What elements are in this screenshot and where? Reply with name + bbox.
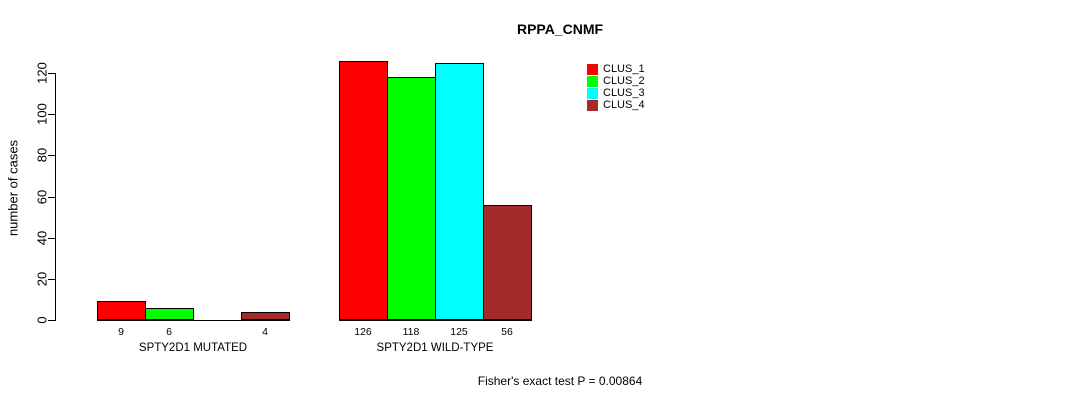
group-label-mutated: SPTY2D1 MUTATED <box>138 342 248 354</box>
legend-swatch-clus_2 <box>587 75 598 87</box>
legend-item-clus_2: CLUS_2 <box>587 75 645 87</box>
y-axis-line <box>55 73 56 321</box>
bar-value-label: 9 <box>118 326 124 338</box>
bar-clus_1-group0 <box>97 301 146 320</box>
bar-clus_1-group1 <box>339 60 388 320</box>
legend-label: CLUS_2 <box>603 74 645 87</box>
y-tick <box>48 155 55 157</box>
bar-clus_3-group1 <box>435 62 484 320</box>
bar-value-label: 125 <box>450 326 468 338</box>
y-tick-label: 120 <box>34 62 50 84</box>
bar-clus_4-group1 <box>483 204 532 320</box>
y-tick <box>48 278 55 280</box>
group-label-wild-type: SPTY2D1 WILD-TYPE <box>376 342 494 354</box>
y-tick-label: 0 <box>34 316 50 324</box>
group-baseline <box>97 320 290 321</box>
bar-value-label: 56 <box>501 326 513 338</box>
y-tick <box>48 73 55 74</box>
y-axis-label: number of cases <box>5 139 21 237</box>
legend-item-clus_1: CLUS_1 <box>587 63 645 75</box>
y-tick-label: 20 <box>34 271 50 287</box>
legend-swatch-clus_3 <box>587 88 598 100</box>
y-tick <box>48 320 55 321</box>
legend-label: CLUS_4 <box>603 99 645 112</box>
group-baseline <box>339 320 532 321</box>
y-tick-label: 100 <box>34 103 50 126</box>
chart-title: RPPA_CNMF <box>516 21 604 37</box>
y-tick <box>48 114 55 116</box>
legend-swatch-clus_4 <box>587 100 598 112</box>
y-tick <box>48 196 55 198</box>
bar-value-label: 126 <box>354 326 372 338</box>
bar-value-label: 118 <box>402 326 420 338</box>
fisher-test-note: Fisher's exact test P = 0.00864 <box>477 374 643 388</box>
y-tick <box>48 237 55 239</box>
bar-value-label: 4 <box>262 326 268 338</box>
y-tick-label: 40 <box>34 230 50 245</box>
legend-item-clus_4: CLUS_4 <box>587 100 645 112</box>
y-tick-label: 60 <box>34 189 50 204</box>
legend-item-clus_3: CLUS_3 <box>587 88 645 100</box>
bar-value-label: 6 <box>166 326 172 338</box>
bar-clus_2-group1 <box>387 77 436 320</box>
legend-swatch-clus_1 <box>587 63 598 75</box>
legend-label: CLUS_1 <box>603 62 645 75</box>
y-tick-label: 80 <box>34 148 50 163</box>
bar-clus_2-group0 <box>145 307 194 320</box>
legend-label: CLUS_3 <box>603 87 645 100</box>
bar-clus_4-group0 <box>241 311 290 320</box>
